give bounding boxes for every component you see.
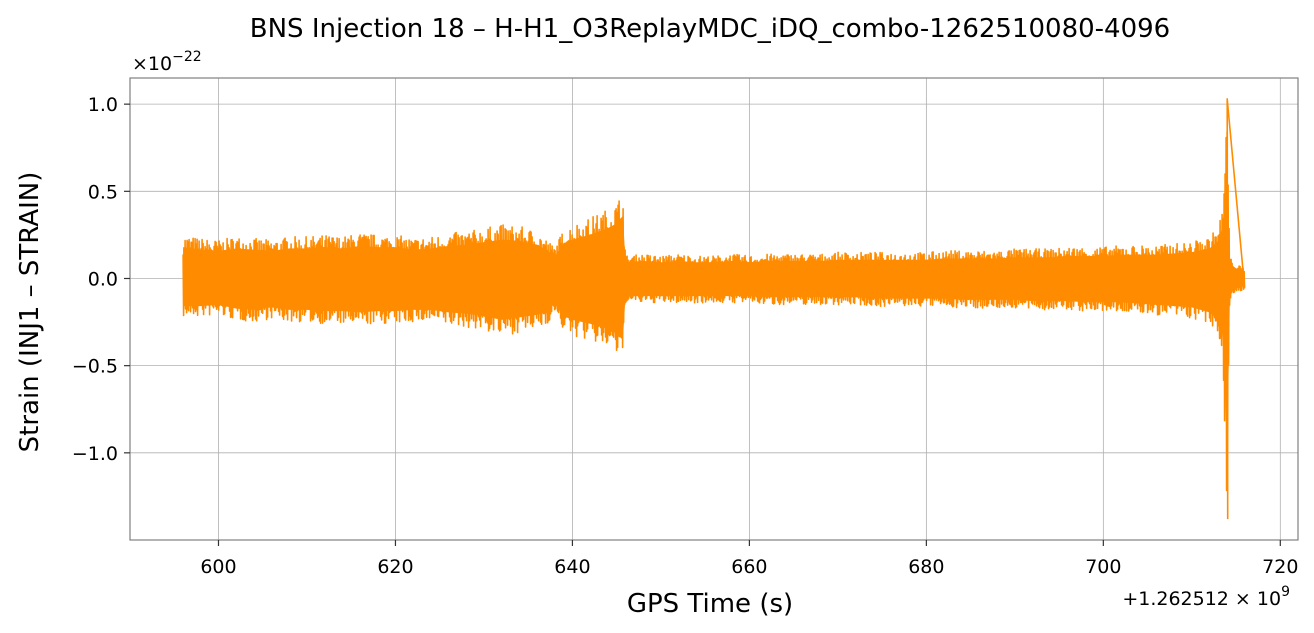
data-series: [182, 98, 1246, 520]
x-tick-label: 700: [1085, 556, 1121, 578]
y-scale-exponent: −22: [172, 49, 202, 65]
x-tick-label: 680: [908, 556, 944, 578]
x-tick-label: 640: [554, 556, 590, 578]
x-offset-label: +1.262512 × 109: [1122, 584, 1290, 610]
plot-frame: [129, 77, 1299, 541]
x-offset-exponent: 9: [1281, 584, 1290, 600]
y-axis-label: Strain (INJ1 – STRAIN): [15, 172, 45, 453]
y-tick-label: −1.0: [72, 443, 118, 465]
y-tick-label: 0.5: [88, 181, 118, 203]
chart-title: BNS Injection 18 – H-H1_O3ReplayMDC_iDQ_…: [250, 14, 1170, 44]
y-tick-label: 1.0: [88, 94, 118, 116]
ticks: 600 620 640 660 680 700 720 1.0 0.5 0.0 −0.5 −1.0: [72, 94, 1299, 578]
y-scale-factor: ×10−22: [132, 49, 202, 75]
x-tick-label: 600: [200, 556, 236, 578]
x-tick-label: 660: [731, 556, 767, 578]
strain-series-core: [183, 149, 1245, 452]
x-tick-label: 620: [377, 556, 413, 578]
x-axis-label: GPS Time (s): [627, 589, 793, 619]
y-tick-label: 0.0: [88, 268, 118, 290]
y-tick-label: −0.5: [72, 356, 118, 378]
x-tick-label: 720: [1262, 556, 1298, 578]
